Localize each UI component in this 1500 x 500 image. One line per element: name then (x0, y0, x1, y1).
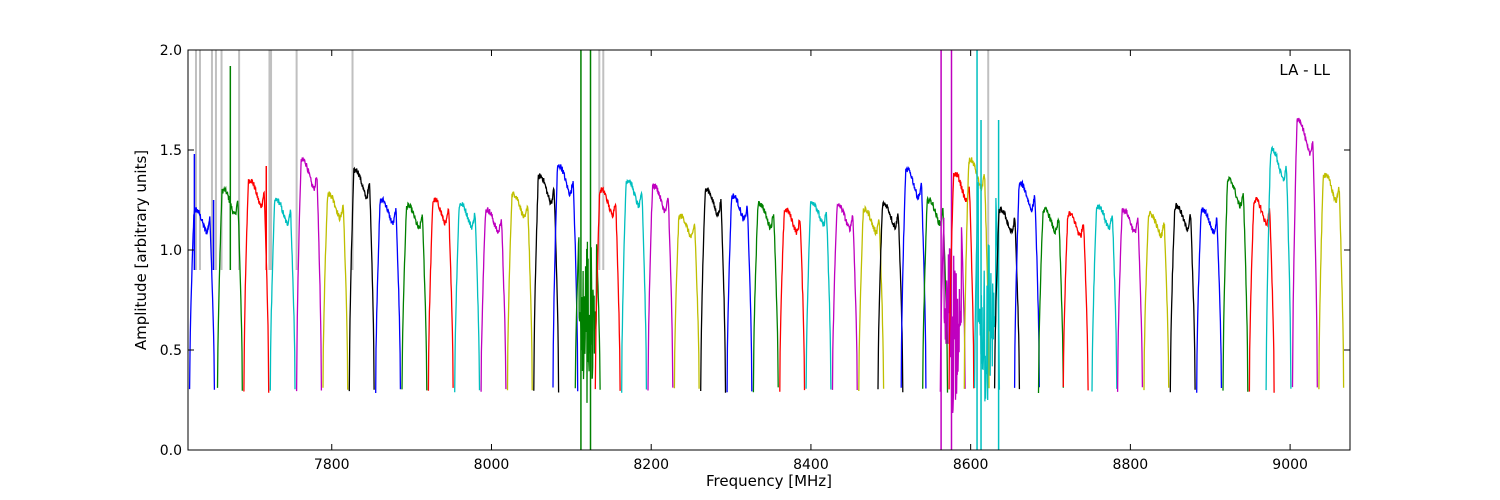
series-line (295, 156, 323, 392)
x-axis-ticks: 7800 8000 8200 8400 8600 8800 9000 (314, 50, 1308, 473)
x-tick-label: 8400 (793, 457, 829, 473)
series-line (752, 201, 779, 393)
y-tick-label: 0.5 (160, 343, 182, 359)
series-line (427, 197, 454, 391)
series-line (243, 178, 270, 393)
series-line (269, 197, 296, 391)
series-line (858, 204, 885, 392)
raw-data-layer (194, 50, 990, 270)
y-tick-label: 1.0 (160, 243, 182, 259)
series-line (480, 207, 507, 392)
series-line (533, 173, 560, 393)
series-line (375, 195, 402, 394)
series-line (1116, 207, 1144, 392)
plot-area (187, 49, 1351, 451)
series-line (948, 172, 975, 390)
x-tick-label: 9000 (1272, 457, 1308, 473)
series-line (1248, 196, 1275, 393)
series-line (877, 200, 904, 393)
series-line (1291, 117, 1318, 388)
y-tick-label: 2.0 (160, 43, 182, 59)
x-tick-label: 8800 (1113, 457, 1149, 473)
plot-frame (187, 49, 1351, 451)
series-line (1265, 145, 1292, 391)
series-line (673, 213, 700, 389)
x-tick-label: 7800 (314, 457, 350, 473)
x-tick-label: 8600 (953, 457, 989, 473)
x-tick-label: 8200 (633, 457, 669, 473)
series-line (401, 201, 428, 391)
series-line (594, 186, 621, 391)
series-line (348, 166, 375, 392)
series-line (993, 206, 1021, 390)
series-line (1013, 179, 1040, 388)
series-line (1143, 210, 1170, 391)
series-line (552, 164, 579, 392)
series-line (900, 165, 927, 389)
y-tick-label: 1.5 (160, 143, 182, 159)
y-axis-label: Amplitude [arbitrary units] (132, 150, 150, 350)
series-line (1318, 172, 1345, 390)
series-line (322, 191, 349, 390)
y-axis-ticks: 0.0 0.5 1.0 1.5 2.0 (160, 43, 1350, 459)
series-line (831, 203, 858, 391)
series-layer (188, 50, 1345, 450)
series-line (1222, 175, 1249, 392)
series-line (1062, 211, 1089, 391)
x-tick-label: 8000 (474, 457, 510, 473)
series-line (1169, 202, 1196, 393)
series-line (1037, 206, 1064, 394)
series-line (700, 187, 727, 393)
series-line (805, 201, 832, 390)
series-line (1091, 203, 1118, 392)
series-line (454, 202, 481, 393)
series-line (939, 217, 966, 414)
y-tick-label: 0.0 (160, 443, 182, 459)
series-line (647, 183, 674, 391)
series-line (188, 206, 216, 390)
series-line (621, 178, 648, 393)
series-line (506, 191, 533, 391)
series-line (1196, 207, 1223, 393)
x-axis-label: Frequency [MHz] (706, 472, 832, 490)
series-line (726, 193, 753, 393)
baseline-annotation: LA - LL (1279, 61, 1330, 79)
series-line (779, 207, 806, 392)
